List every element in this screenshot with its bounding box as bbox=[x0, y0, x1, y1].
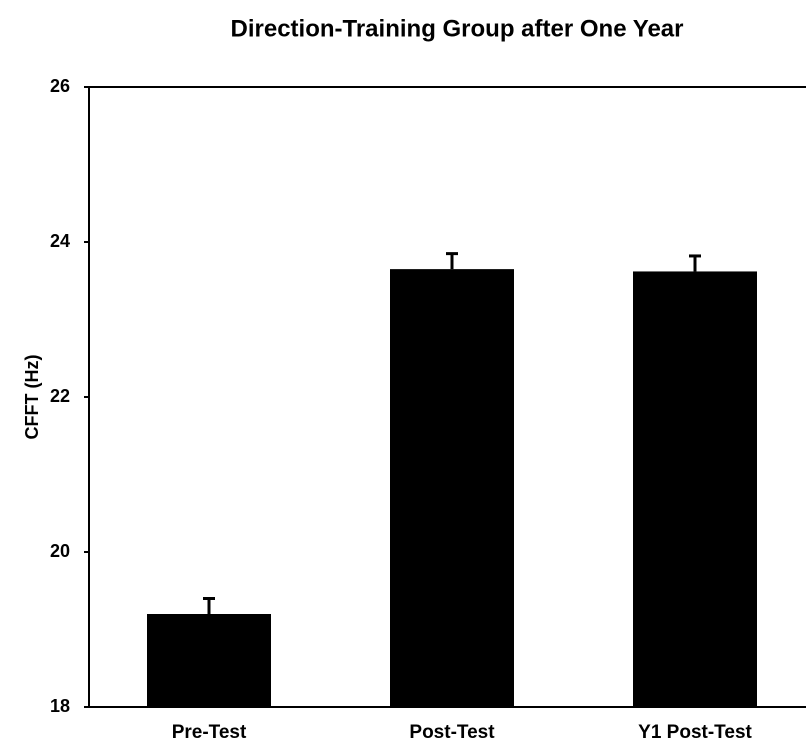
y-tick-label: 24 bbox=[50, 231, 70, 251]
bar bbox=[390, 269, 514, 707]
x-tick-label: Post-Test bbox=[409, 722, 495, 743]
error-bar bbox=[203, 597, 215, 614]
y-tick-label: 26 bbox=[50, 76, 70, 96]
bar bbox=[147, 614, 271, 707]
x-tick-label: Y1 Post-Test bbox=[638, 722, 752, 743]
error-bar bbox=[446, 252, 458, 270]
y-tick-label: 22 bbox=[50, 386, 70, 406]
y-axis-label: CFFT (Hz) bbox=[22, 355, 42, 440]
y-tick-label: 20 bbox=[50, 541, 70, 561]
error-bar bbox=[689, 254, 701, 272]
bar bbox=[633, 271, 757, 707]
chart-title: Direction-Training Group after One Year bbox=[231, 15, 684, 42]
x-tick-label: Pre-Test bbox=[172, 722, 247, 743]
y-tick-label: 18 bbox=[50, 696, 70, 716]
